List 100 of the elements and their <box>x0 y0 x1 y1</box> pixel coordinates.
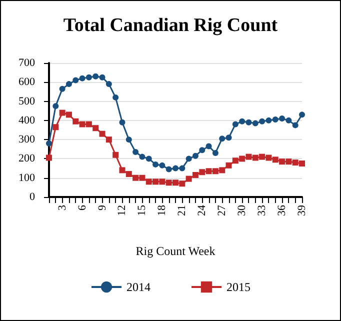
y-tick-label: 700 <box>18 57 36 69</box>
point <box>259 118 266 124</box>
point <box>112 94 119 100</box>
point <box>239 118 246 124</box>
point <box>226 134 232 141</box>
x-tick-label: 6 <box>76 204 88 210</box>
point <box>66 112 72 118</box>
x-tick-label: 12 <box>116 205 128 216</box>
point <box>206 143 212 150</box>
point <box>106 81 112 88</box>
point <box>179 180 186 187</box>
point <box>92 73 99 80</box>
point <box>286 158 292 165</box>
point <box>132 149 139 156</box>
point <box>286 117 292 124</box>
point <box>219 136 226 142</box>
point <box>266 117 272 124</box>
point <box>272 156 278 163</box>
point <box>192 172 198 178</box>
point <box>232 121 238 128</box>
point <box>152 161 159 168</box>
point <box>52 124 59 130</box>
point <box>192 152 198 159</box>
point <box>172 180 178 186</box>
point <box>292 160 298 166</box>
point <box>132 174 139 181</box>
point <box>292 122 298 128</box>
point <box>166 166 172 172</box>
x-tick-label: 39 <box>296 204 308 216</box>
point <box>46 154 52 161</box>
point <box>72 118 79 124</box>
point <box>206 168 212 174</box>
x-tick-label: 36 <box>276 204 288 216</box>
point <box>152 178 159 185</box>
point <box>166 180 172 186</box>
y-tick-label: 0 <box>30 191 36 203</box>
point <box>92 125 99 132</box>
point <box>126 171 132 178</box>
point <box>199 169 206 176</box>
point <box>46 140 52 146</box>
point <box>186 176 192 182</box>
point <box>159 178 166 185</box>
x-tick-label: 24 <box>196 204 208 216</box>
x-tick-label: 3 <box>56 204 68 210</box>
point <box>232 158 238 164</box>
point <box>79 121 86 128</box>
point <box>146 156 152 162</box>
point <box>252 120 258 126</box>
point <box>219 167 226 174</box>
point <box>272 116 278 122</box>
point <box>86 121 92 128</box>
point <box>159 162 166 168</box>
point <box>266 154 272 161</box>
legend-label: 2014 <box>126 280 150 294</box>
point <box>172 165 178 172</box>
y-tick-label: 200 <box>18 152 36 165</box>
point <box>119 167 126 174</box>
y-tick-label: 400 <box>18 114 36 126</box>
point <box>299 112 305 118</box>
point <box>226 162 232 168</box>
point <box>139 154 146 160</box>
x-tick-label: 9 <box>96 204 108 210</box>
y-tick-label: 500 <box>18 95 36 108</box>
point <box>86 74 92 80</box>
point <box>259 154 266 160</box>
legend-label: 2015 <box>226 280 250 294</box>
point <box>139 174 146 181</box>
point <box>112 152 119 158</box>
point <box>59 86 66 92</box>
point <box>246 119 252 126</box>
point <box>99 74 106 80</box>
chart-title: Total Canadian Rig Count <box>63 15 278 36</box>
point <box>179 165 186 172</box>
point <box>246 154 252 160</box>
point <box>299 160 305 166</box>
x-axis-title: Rig Count Week <box>136 244 216 258</box>
x-tick-label: 27 <box>216 204 228 216</box>
point <box>52 103 59 110</box>
y-tick-label: 300 <box>18 134 36 146</box>
point <box>79 75 86 82</box>
x-tick-label: 21 <box>176 205 188 216</box>
y-tick-label: 600 <box>18 76 36 88</box>
point <box>119 119 126 126</box>
point <box>72 77 79 84</box>
point <box>239 156 246 162</box>
x-tick-label: 15 <box>136 204 148 216</box>
point <box>279 116 286 122</box>
point <box>186 156 192 162</box>
point <box>212 168 218 174</box>
point <box>126 136 132 143</box>
point <box>59 110 66 116</box>
x-tick-label: 33 <box>256 204 268 216</box>
point <box>279 158 286 165</box>
y-tick-label: 100 <box>18 172 36 184</box>
point <box>212 150 218 156</box>
point <box>252 154 258 161</box>
point <box>66 81 72 88</box>
x-tick-label: 18 <box>156 204 168 216</box>
point <box>99 130 106 137</box>
point <box>199 147 206 154</box>
